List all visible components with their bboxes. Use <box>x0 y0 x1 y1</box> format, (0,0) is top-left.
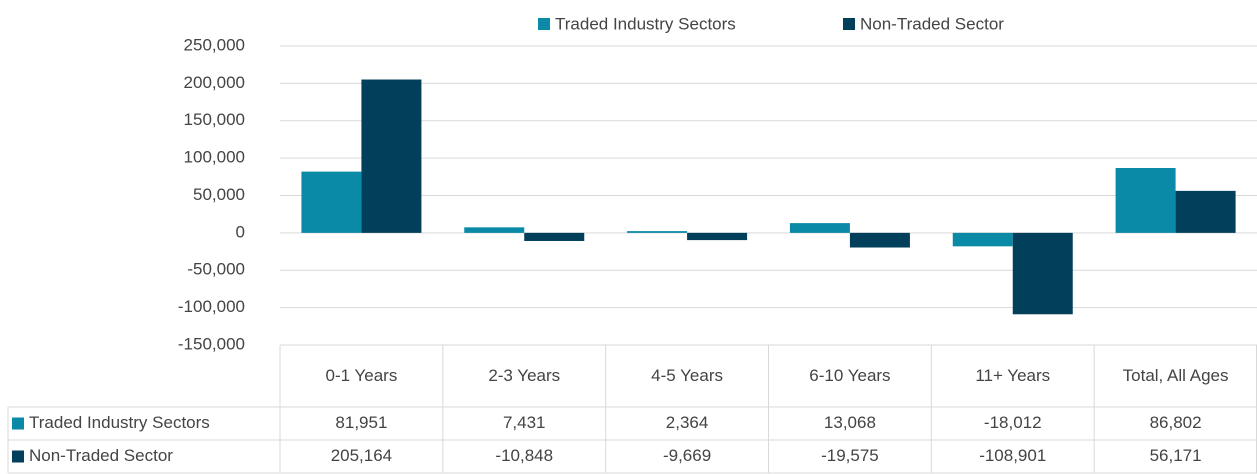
table-cell: -108,901 <box>979 446 1046 465</box>
bar <box>1175 190 1236 233</box>
y-tick-label: 50,000 <box>193 185 245 204</box>
y-tick-label: 200,000 <box>184 73 245 92</box>
bar <box>464 227 525 233</box>
x-tick-label-box: 6-10 Years <box>809 366 891 385</box>
bar <box>1115 167 1176 233</box>
y-tick-label: 150,000 <box>184 110 245 129</box>
table-cell: 56,171 <box>1150 446 1202 465</box>
x-tick-label: 11+ Years <box>975 366 1051 385</box>
legend-swatch <box>843 18 855 30</box>
bar <box>1012 232 1073 315</box>
x-tick-label: 2-3 Years <box>488 366 561 385</box>
legend-label: Traded Industry Sectors <box>555 14 736 33</box>
y-tick-label: -50,000 <box>187 260 245 279</box>
table-cell: 86,802 <box>1150 413 1202 432</box>
table-cell: 13,068 <box>824 413 876 432</box>
bar <box>361 79 422 233</box>
bar <box>524 232 585 241</box>
bar <box>301 171 362 233</box>
table-swatch <box>12 450 24 463</box>
x-tick-label-box: 11+ Years <box>975 366 1051 385</box>
x-tick-label: 6-10 Years <box>809 366 891 385</box>
y-tick-label: 0 <box>236 222 245 241</box>
bar <box>952 232 1013 247</box>
table-cell: 7,431 <box>503 413 546 432</box>
bar <box>789 223 850 233</box>
table-swatch <box>12 417 24 430</box>
legend-swatch <box>538 18 550 30</box>
x-tick-label-box: 2-3 Years <box>488 366 561 385</box>
table-cell: -18,012 <box>984 413 1042 432</box>
x-tick-label: 4-5 Years <box>651 366 723 385</box>
table-cell: -19,575 <box>821 446 879 465</box>
table-cell: -9,669 <box>663 446 711 465</box>
y-tick-label: -100,000 <box>178 297 245 316</box>
table-cell: 205,164 <box>331 446 392 465</box>
legend-label: Non-Traded Sector <box>860 14 1004 33</box>
y-tick-label: 100,000 <box>184 148 245 167</box>
y-tick-label: -150,000 <box>178 334 245 353</box>
table-cell: 81,951 <box>335 413 387 432</box>
table-row-label: Non-Traded Sector <box>29 446 173 465</box>
x-tick-label: Total, All Ages <box>1122 366 1229 385</box>
x-tick-label: 0-1 Years <box>325 366 398 385</box>
x-tick-label-box: 0-1 Years <box>325 366 398 385</box>
bar <box>849 232 910 248</box>
table-cell: 2,364 <box>666 413 709 432</box>
x-tick-label-box: 4-5 Years <box>651 366 723 385</box>
table-row-label: Traded Industry Sectors <box>29 413 210 432</box>
y-tick-label: 250,000 <box>184 35 245 54</box>
bar <box>627 231 688 233</box>
table-cell: -10,848 <box>495 446 553 465</box>
bar <box>687 232 748 241</box>
x-tick-label-box: Total, All Ages <box>1122 366 1229 385</box>
